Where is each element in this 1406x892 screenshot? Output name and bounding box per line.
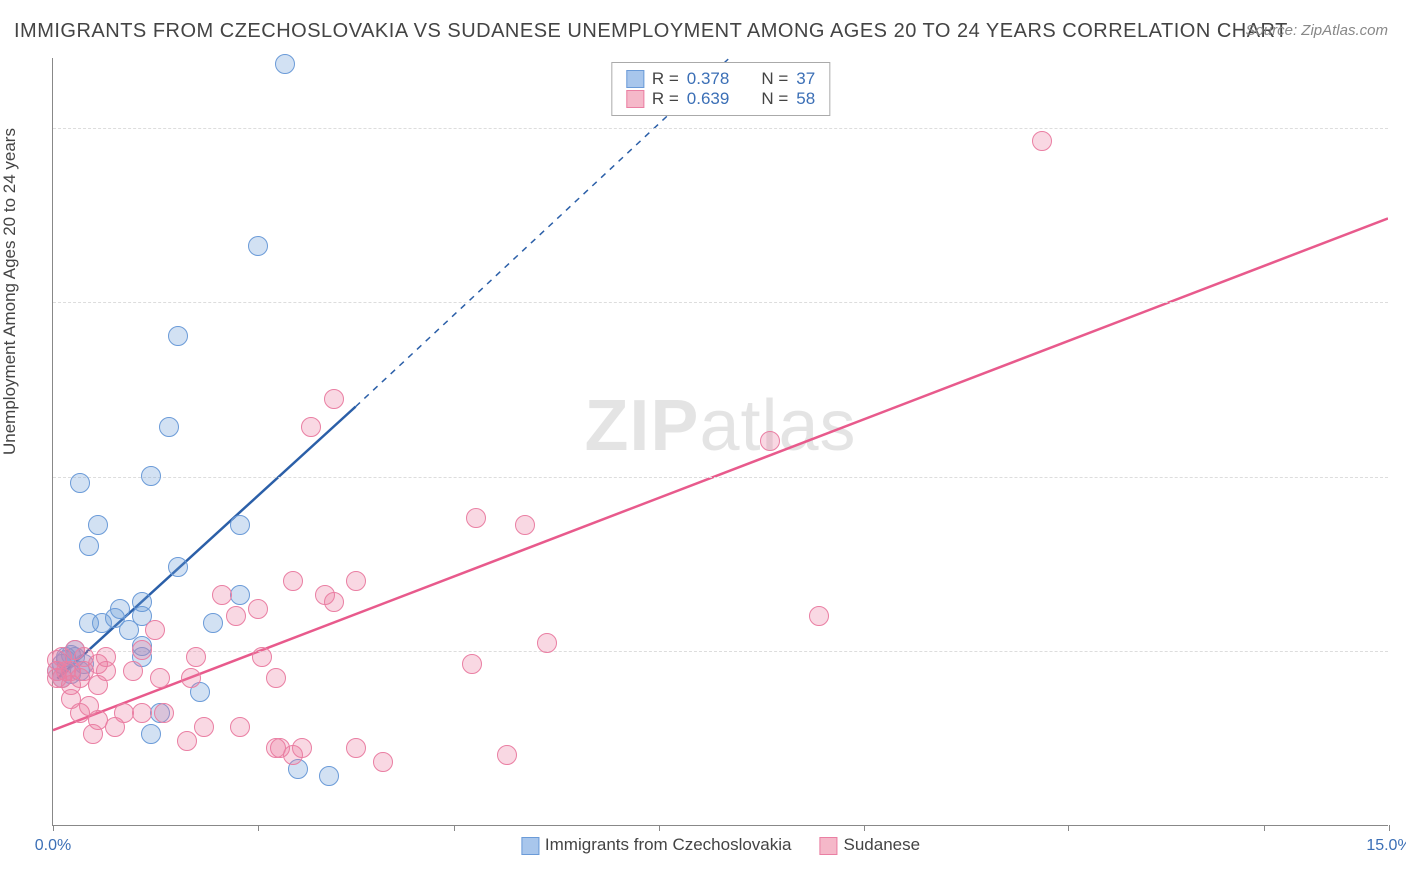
scatter-point-sudanese (466, 508, 486, 528)
scatter-point-sudanese (266, 668, 286, 688)
gridline-h (53, 302, 1388, 303)
scatter-point-czech (141, 724, 161, 744)
legend-r-label: R = (652, 89, 679, 109)
gridline-h (53, 477, 1388, 478)
scatter-point-sudanese (324, 592, 344, 612)
scatter-point-sudanese (324, 389, 344, 409)
scatter-point-sudanese (181, 668, 201, 688)
scatter-point-sudanese (230, 717, 250, 737)
x-tick-mark (659, 825, 660, 831)
legend-n-label: N = (761, 89, 788, 109)
scatter-point-sudanese (292, 738, 312, 758)
scatter-point-sudanese (132, 640, 152, 660)
legend-n-value: 58 (796, 89, 815, 109)
scatter-point-czech (88, 515, 108, 535)
scatter-point-sudanese (346, 571, 366, 591)
scatter-point-sudanese (373, 752, 393, 772)
scatter-point-czech (230, 515, 250, 535)
scatter-point-sudanese (226, 606, 246, 626)
legend-r-value: 0.378 (687, 69, 730, 89)
scatter-point-sudanese (497, 745, 517, 765)
scatter-point-czech (230, 585, 250, 605)
x-tick-mark (53, 825, 54, 831)
legend-label: Sudanese (844, 835, 921, 854)
legend-series: Immigrants from Czechoslovakia Sudanese (521, 835, 920, 855)
legend-r-value: 0.639 (687, 89, 730, 109)
scatter-point-sudanese (177, 731, 197, 751)
gridline-h (53, 128, 1388, 129)
legend-swatch (626, 70, 644, 88)
x-tick-mark (864, 825, 865, 831)
source-label: Source: ZipAtlas.com (1245, 22, 1388, 39)
scatter-point-czech (275, 54, 295, 74)
scatter-point-sudanese (154, 703, 174, 723)
legend-n-value: 37 (796, 69, 815, 89)
scatter-point-sudanese (1032, 131, 1052, 151)
x-tick-mark (1389, 825, 1390, 831)
scatter-point-sudanese (248, 599, 268, 619)
scatter-point-sudanese (252, 647, 272, 667)
scatter-point-sudanese (462, 654, 482, 674)
scatter-point-sudanese (150, 668, 170, 688)
legend-row: R = 0.378 N = 37 (626, 69, 815, 89)
legend-swatch (626, 90, 644, 108)
scatter-point-sudanese (212, 585, 232, 605)
scatter-point-sudanese (301, 417, 321, 437)
x-tick-label: 15.0% (1366, 837, 1406, 855)
y-axis-label: Unemployment Among Ages 20 to 24 years (0, 128, 20, 455)
x-tick-mark (1068, 825, 1069, 831)
scatter-point-czech (248, 236, 268, 256)
x-tick-mark (258, 825, 259, 831)
legend-swatch (820, 837, 838, 855)
x-tick-mark (1264, 825, 1265, 831)
legend-row: R = 0.639 N = 58 (626, 89, 815, 109)
legend-swatch (521, 837, 539, 855)
scatter-point-sudanese (132, 703, 152, 723)
legend-item: Sudanese (820, 835, 921, 855)
x-tick-mark (454, 825, 455, 831)
legend-r-label: R = (652, 69, 679, 89)
chart-title: IMMIGRANTS FROM CZECHOSLOVAKIA VS SUDANE… (14, 20, 1288, 43)
scatter-point-sudanese (145, 620, 165, 640)
trendline-czech (57, 407, 355, 679)
scatter-point-czech (168, 557, 188, 577)
scatter-point-czech (159, 417, 179, 437)
legend-correlation: R = 0.378 N = 37 R = 0.639 N = 58 (611, 62, 830, 116)
legend-n-label: N = (761, 69, 788, 89)
scatter-point-czech (168, 326, 188, 346)
scatter-point-sudanese (96, 647, 116, 667)
scatter-point-sudanese (346, 738, 366, 758)
scatter-point-sudanese (186, 647, 206, 667)
chart-plot-area: ZIPatlas 12.5%25.0%37.5%50.0%0.0%15.0%R … (52, 58, 1388, 826)
legend-label: Immigrants from Czechoslovakia (545, 835, 792, 854)
scatter-point-sudanese (194, 717, 214, 737)
scatter-point-czech (132, 592, 152, 612)
scatter-point-sudanese (809, 606, 829, 626)
x-tick-label: 0.0% (35, 837, 71, 855)
scatter-point-czech (110, 599, 130, 619)
scatter-point-czech (79, 536, 99, 556)
scatter-point-sudanese (515, 515, 535, 535)
scatter-point-czech (141, 466, 161, 486)
scatter-point-sudanese (123, 661, 143, 681)
scatter-point-sudanese (283, 571, 303, 591)
watermark: ZIPatlas (584, 385, 856, 467)
legend-item: Immigrants from Czechoslovakia (521, 835, 792, 855)
scatter-point-sudanese (760, 431, 780, 451)
scatter-point-czech (203, 613, 223, 633)
scatter-point-sudanese (537, 633, 557, 653)
scatter-point-czech (319, 766, 339, 786)
scatter-point-czech (70, 473, 90, 493)
